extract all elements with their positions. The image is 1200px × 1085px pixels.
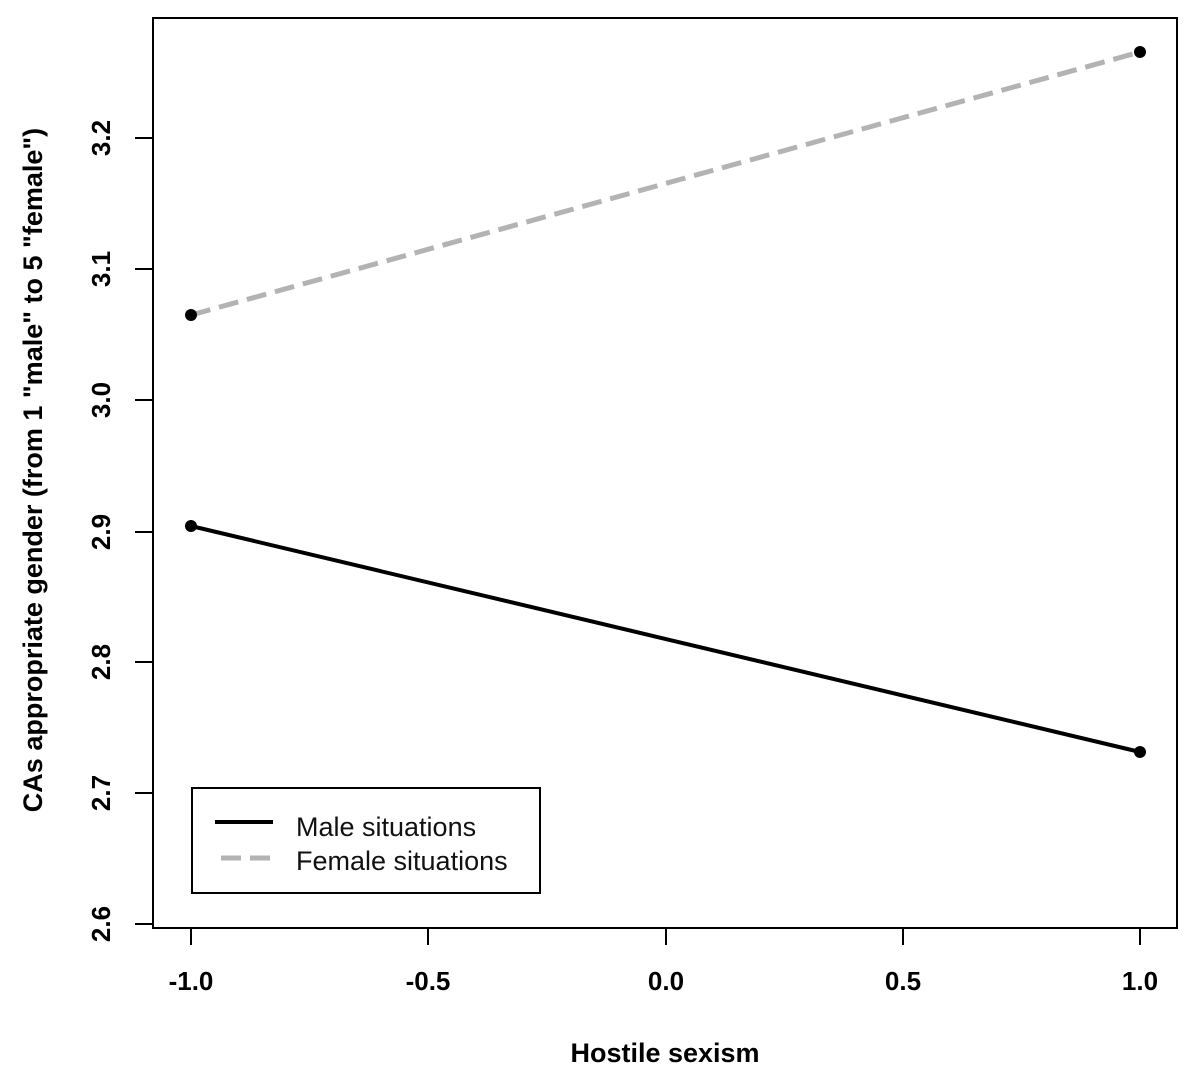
legend-label-male: Male situations	[296, 812, 476, 842]
x-tick-label: -1.0	[169, 966, 214, 996]
y-tick-label: 2.7	[86, 775, 116, 811]
x-tick-label: 0.0	[648, 966, 684, 996]
x-tick-label: 1.0	[1122, 966, 1158, 996]
series-line-female-situations	[190, 49, 1141, 318]
legend-label-female: Female situations	[296, 846, 508, 876]
data-point-female-high	[1134, 46, 1146, 58]
y-tick-label: 3.1	[86, 251, 116, 287]
series-line-male-situations	[190, 524, 1141, 754]
legend: Male situations Female situations	[191, 787, 541, 894]
y-tick-label: 3.0	[86, 382, 116, 418]
x-axis-title: Hostile sexism	[570, 1038, 759, 1068]
y-axis-title: CAs appropriate gender (from 1 "male" to…	[18, 128, 48, 812]
y-tick-label: 2.9	[86, 514, 116, 550]
x-tick-label: -0.5	[406, 966, 451, 996]
y-axis: 2.6 2.7 2.8 2.9 3.0 3.1 3.2	[86, 120, 153, 942]
y-tick-label: 2.6	[86, 906, 116, 942]
y-tick-label: 3.2	[86, 120, 116, 156]
data-point-female-low	[185, 309, 197, 321]
legend-box	[191, 787, 541, 894]
data-point-male-high	[1134, 746, 1146, 758]
data-point-male-low	[185, 520, 197, 532]
x-axis: -1.0 -0.5 0.0 0.5 1.0	[169, 928, 1158, 996]
x-tick-label: 0.5	[885, 966, 921, 996]
y-tick-label: 2.8	[86, 644, 116, 680]
